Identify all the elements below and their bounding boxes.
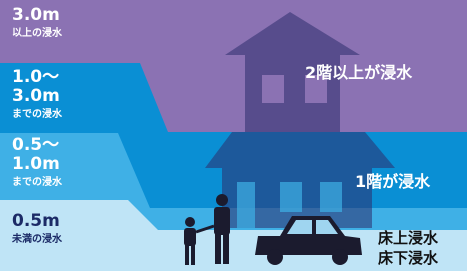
flood-diagram: 3.0m以上の浸水1.0〜3.0mまでの浸水0.5〜1.0mまでの浸水0.5m未…: [0, 0, 467, 271]
level-range: 1.0〜: [12, 67, 59, 87]
level-range: 3.0m: [12, 5, 60, 25]
page: {"levels": [ {"lines": ["3.0m"], "note":…: [0, 0, 467, 271]
floor-label: 1階が浸水: [355, 172, 431, 191]
level-note: までの浸水: [12, 175, 63, 188]
bottom-label: 床上浸水: [378, 229, 439, 247]
level-range: 3.0m: [12, 86, 60, 106]
level-note: 以上の浸水: [12, 26, 63, 39]
floor-label: 2階以上が浸水: [305, 63, 413, 82]
level-range: 0.5m: [12, 211, 60, 231]
bottom-label: 床下浸水: [378, 249, 439, 267]
level-range: 0.5〜: [12, 135, 59, 155]
level-note: までの浸水: [12, 107, 63, 120]
level-note: 未満の浸水: [11, 232, 63, 245]
level-range: 1.0m: [12, 154, 60, 174]
